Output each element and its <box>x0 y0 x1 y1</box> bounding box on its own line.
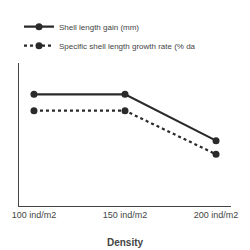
svg-text:200 ind/m2: 200 ind/m2 <box>194 210 239 220</box>
svg-text:Density: Density <box>107 237 144 248</box>
svg-text:150 ind/m2: 150 ind/m2 <box>103 210 148 220</box>
svg-text:100 ind/m2: 100 ind/m2 <box>12 210 57 220</box>
svg-text:Specific shell length growth r: Specific shell length growth rate (% da <box>59 42 196 51</box>
svg-text:Shell length gain (mm): Shell length gain (mm) <box>59 23 139 32</box>
